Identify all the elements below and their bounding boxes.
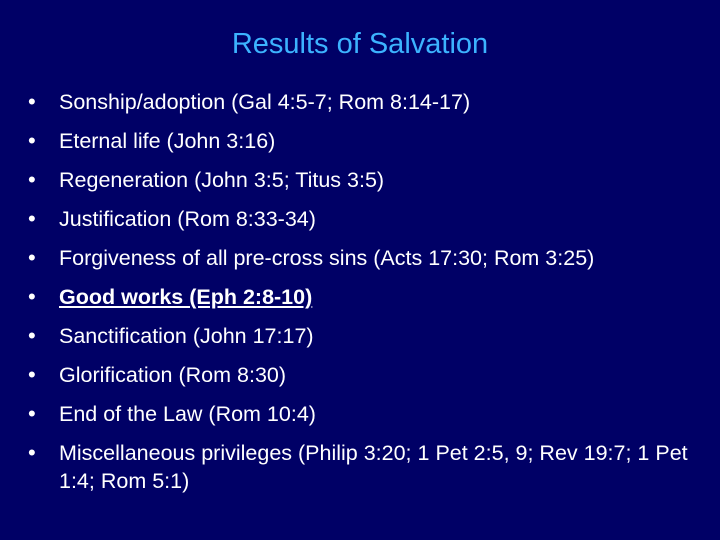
bullet-item-glorification: • Glorification (Rom 8:30): [28, 361, 688, 389]
bullet-item-eternal-life: • Eternal life (John 3:16): [28, 127, 688, 155]
bullet-text: Glorification (Rom 8:30): [59, 363, 287, 387]
bullet-text: Sanctification (John 17:17): [59, 324, 314, 348]
bullet-dot-icon: •: [28, 440, 36, 465]
bullet-text: Forgiveness of all pre-cross sins (Acts …: [59, 246, 595, 270]
bullet-dot-icon: •: [28, 206, 36, 231]
bullet-item-good-works: • Good works (Eph 2:8-10): [28, 283, 688, 311]
bullet-dot-icon: •: [28, 89, 36, 114]
bullet-item-justification: • Justification (Rom 8:33-34): [28, 205, 688, 233]
bullet-item-miscellaneous: • Miscellaneous privileges (Philip 3:20;…: [28, 439, 688, 495]
bullet-dot-icon: •: [28, 128, 36, 153]
bullet-item-forgiveness: • Forgiveness of all pre-cross sins (Act…: [28, 244, 688, 272]
bullet-item-sonship: • Sonship/adoption (Gal 4:5-7; Rom 8:14-…: [28, 88, 688, 116]
bullet-text: End of the Law (Rom 10:4): [59, 402, 316, 426]
bullet-dot-icon: •: [28, 284, 36, 309]
bullet-item-regeneration: • Regeneration (John 3:5; Titus 3:5): [28, 166, 688, 194]
bullet-item-end-of-law: • End of the Law (Rom 10:4): [28, 400, 688, 428]
bullet-text: Justification (Rom 8:33-34): [59, 207, 316, 231]
bullet-list: • Sonship/adoption (Gal 4:5-7; Rom 8:14-…: [28, 88, 688, 495]
bullet-text: Sonship/adoption (Gal 4:5-7; Rom 8:14-17…: [59, 90, 471, 114]
bullet-dot-icon: •: [28, 323, 36, 348]
slide-title: Results of Salvation: [231, 28, 489, 60]
bullet-text: Eternal life (John 3:16): [59, 129, 276, 153]
bullet-dot-icon: •: [28, 401, 36, 426]
bullet-text: Miscellaneous privileges (Philip 3:20; 1…: [59, 441, 688, 493]
bullet-dot-icon: •: [28, 167, 36, 192]
bullet-text-emphasized: Good works (Eph 2:8-10): [59, 285, 313, 309]
bullet-dot-icon: •: [28, 245, 36, 270]
bullet-text: Regeneration (John 3:5; Titus 3:5): [59, 168, 385, 192]
bullet-item-sanctification: • Sanctification (John 17:17): [28, 322, 688, 350]
bullet-dot-icon: •: [28, 362, 36, 387]
